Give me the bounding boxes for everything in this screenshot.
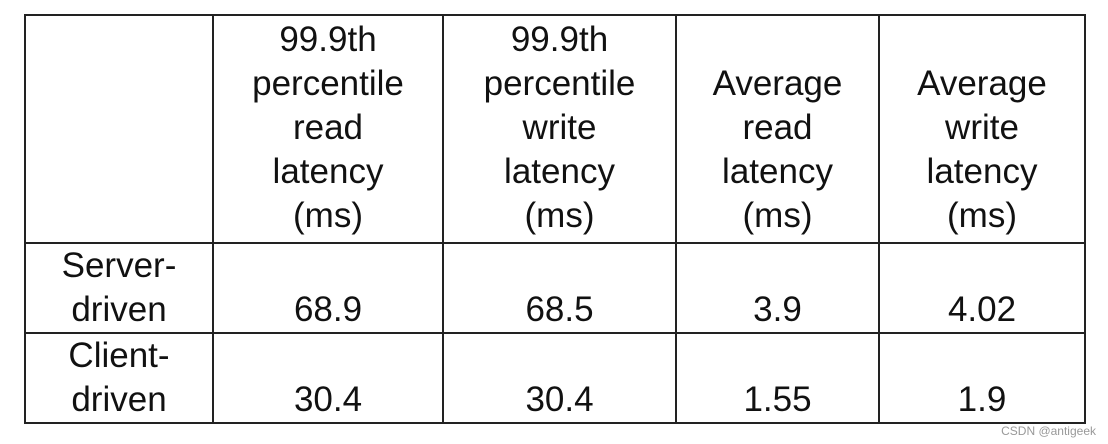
row-header: Client- driven — [24, 332, 214, 424]
watermark: CSDN @antigeek — [1001, 424, 1096, 438]
header-cell: 99.9th percentile write latency (ms) — [442, 14, 677, 244]
cell: 1.9 — [878, 332, 1086, 424]
cell: 30.4 — [442, 332, 677, 424]
cell: 1.55 — [675, 332, 880, 424]
row-header: Server- driven — [24, 242, 214, 334]
header-cell: 99.9th percentile read latency (ms) — [212, 14, 444, 244]
cell: 68.5 — [442, 242, 677, 334]
cell: 4.02 — [878, 242, 1086, 334]
header-cell — [24, 14, 214, 244]
cell: 68.9 — [212, 242, 444, 334]
cell: 3.9 — [675, 242, 880, 334]
header-cell: Average read latency (ms) — [675, 14, 880, 244]
data-row: Client- driven 30.4 30.4 1.55 1.9 — [24, 332, 1086, 424]
latency-table: 99.9th percentile read latency (ms) 99.9… — [24, 14, 1086, 424]
cell: 30.4 — [212, 332, 444, 424]
data-row: Server- driven 68.9 68.5 3.9 4.02 — [24, 242, 1086, 334]
header-row: 99.9th percentile read latency (ms) 99.9… — [24, 14, 1086, 244]
header-cell: Average write latency (ms) — [878, 14, 1086, 244]
